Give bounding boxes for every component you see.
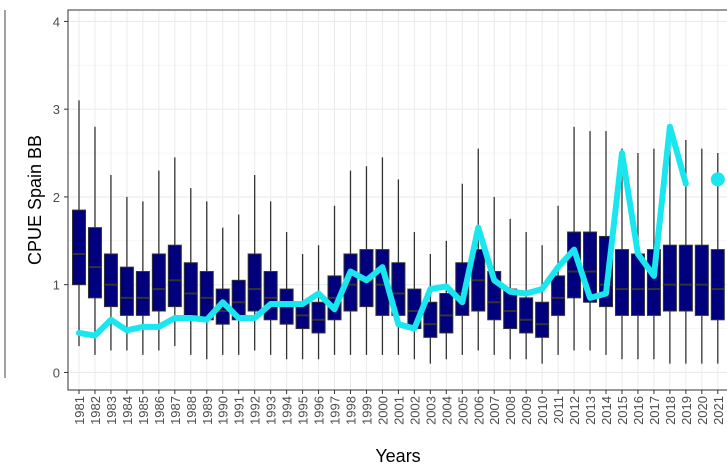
x-tick-label: 2006 [471, 396, 486, 425]
x-tick-label: 1996 [312, 396, 327, 425]
box [519, 297, 534, 334]
x-tick-label: 2000 [375, 396, 390, 425]
box [614, 249, 629, 316]
box [87, 227, 102, 299]
box [72, 209, 86, 286]
box [167, 244, 182, 308]
x-tick-label: 1988 [184, 396, 199, 425]
x-tick-label: 1989 [200, 396, 215, 425]
x-tick-label: 2004 [439, 396, 454, 425]
x-axis-title: Years [375, 446, 420, 466]
box [535, 301, 550, 338]
x-tick-label: 1994 [280, 396, 295, 425]
x-tick-label: 2018 [663, 396, 678, 425]
line [76, 123, 689, 339]
box [151, 253, 166, 312]
x-tick-label: 1999 [359, 396, 374, 425]
x-tick-label: 2002 [407, 396, 422, 425]
x-tick-label: 1993 [264, 396, 279, 425]
box [119, 266, 134, 316]
y-tick-label: 4 [53, 14, 60, 29]
box [710, 249, 725, 321]
x-tick-label: 2007 [487, 396, 502, 425]
x-tick-label: 1997 [328, 396, 343, 425]
x-tick-label: 2013 [583, 396, 598, 425]
x-tick-label: 1987 [168, 396, 183, 425]
x-tick-label: 2017 [647, 396, 662, 425]
x-tick-label: 2005 [455, 396, 470, 425]
x-tick-label: 1983 [104, 396, 119, 425]
box [694, 244, 709, 316]
x-tick-label: 2016 [631, 396, 646, 425]
box [263, 271, 278, 321]
x-tick-label: 1990 [216, 396, 231, 425]
box [678, 244, 693, 312]
x-tick-label: 1986 [152, 396, 167, 425]
x-tick-label: 2008 [503, 396, 518, 425]
line-point [710, 172, 725, 187]
x-tick-label: 2014 [599, 396, 614, 425]
x-tick-label: 2012 [567, 396, 582, 425]
y-tick-label: 2 [53, 190, 60, 205]
x-tick-label: 2010 [535, 396, 550, 425]
x-tick-label: 2009 [519, 396, 534, 425]
x-tick-label: 1992 [248, 396, 263, 425]
y-axis-title: CPUE Spain BB [25, 135, 45, 265]
x-tick-label: 1981 [72, 396, 87, 425]
box [423, 301, 438, 338]
box [439, 292, 454, 334]
x-tick-label: 1985 [136, 396, 151, 425]
box [662, 244, 677, 312]
x-tick-label: 2019 [679, 396, 694, 425]
y-tick-label: 1 [53, 278, 60, 293]
x-tick-label: 2001 [391, 396, 406, 425]
x-tick-label: 1998 [343, 396, 358, 425]
x-tick-label: 1991 [232, 396, 247, 425]
box [135, 271, 150, 316]
box [183, 262, 198, 316]
x-tick-label: 2011 [551, 396, 566, 424]
y-tick-label: 0 [53, 365, 60, 380]
box [311, 301, 326, 334]
y-tick-label: 3 [53, 102, 60, 117]
x-tick-label: 2021 [711, 396, 726, 425]
box [247, 253, 262, 312]
x-tick-label: 1982 [88, 396, 103, 425]
x-tick-label: 1995 [296, 396, 311, 425]
x-tick-label: 2020 [695, 396, 710, 425]
x-tick-label: 2003 [423, 396, 438, 425]
x-tick-label: 1984 [120, 396, 135, 425]
box [551, 275, 566, 316]
x-tick-label: 2015 [615, 396, 630, 425]
box [103, 253, 118, 308]
